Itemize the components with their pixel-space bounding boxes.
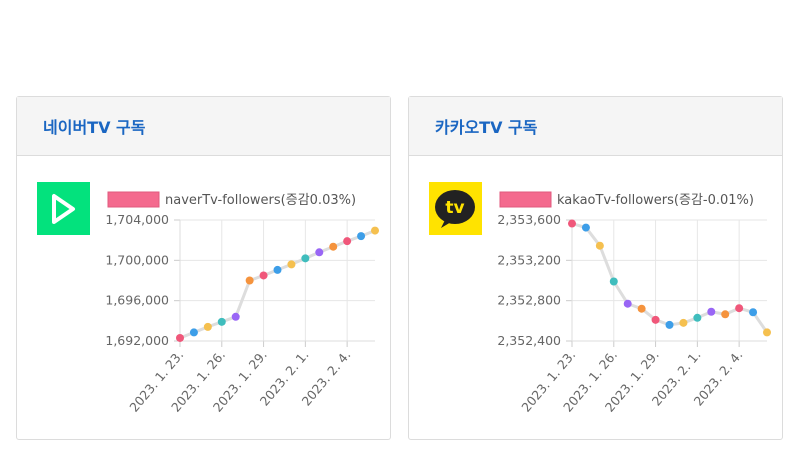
data-point bbox=[665, 320, 674, 329]
data-point bbox=[721, 310, 730, 319]
y-tick-label: 1,704,000 bbox=[105, 212, 169, 227]
data-point bbox=[329, 242, 338, 251]
card-header: 네이버TV 구독 bbox=[17, 97, 390, 156]
naver-tv-card: 네이버TV 구독 naverTv-followers(증감0.03%) 1,704… bbox=[16, 96, 391, 440]
naver-tv-play-icon bbox=[37, 182, 90, 235]
data-point bbox=[301, 254, 310, 263]
data-point bbox=[217, 317, 226, 326]
card-title: 네이버TV 구독 bbox=[43, 118, 146, 137]
data-point bbox=[343, 237, 352, 246]
data-point bbox=[371, 226, 379, 235]
legend-swatch bbox=[499, 191, 552, 208]
naver-followers-chart: naverTv-followers(증감0.03%) 1,704,000 1,700… bbox=[37, 182, 379, 415]
logo-background bbox=[37, 182, 90, 235]
data-point bbox=[609, 277, 618, 286]
data-point bbox=[623, 299, 632, 308]
speech-bubble-shape bbox=[435, 190, 475, 224]
data-point bbox=[357, 232, 366, 241]
data-point bbox=[203, 322, 212, 331]
data-point bbox=[637, 304, 646, 313]
data-point bbox=[315, 248, 324, 257]
data-point bbox=[245, 276, 254, 285]
data-point bbox=[189, 328, 198, 337]
data-point bbox=[581, 223, 590, 232]
kakao-followers-chart: tv kakaoTv-followers(증감-0.01%) 2,353,600 2,… bbox=[429, 182, 771, 415]
card-header: 카카오TV 구독 bbox=[409, 97, 782, 156]
bubble-tail-shape bbox=[441, 220, 451, 228]
data-point bbox=[176, 333, 184, 342]
data-point bbox=[568, 219, 576, 228]
y-tick-label: 2,353,200 bbox=[497, 252, 561, 267]
y-tick-label: 1,700,000 bbox=[105, 252, 169, 267]
legend-label: kakaoTv-followers(증감-0.01%) bbox=[557, 193, 754, 208]
data-point bbox=[679, 318, 688, 327]
data-point bbox=[651, 315, 660, 324]
legend-label: naverTv-followers(증감0.03%) bbox=[165, 193, 356, 208]
y-tick-label: 2,353,600 bbox=[497, 212, 561, 227]
data-point bbox=[735, 304, 744, 313]
play-shape bbox=[52, 194, 75, 224]
series-line bbox=[571, 222, 769, 334]
data-point bbox=[287, 260, 296, 269]
card-title: 카카오TV 구독 bbox=[435, 118, 538, 137]
data-point bbox=[763, 328, 771, 337]
y-tick-label: 2,352,800 bbox=[497, 293, 561, 308]
data-point bbox=[231, 312, 240, 321]
data-point bbox=[693, 313, 702, 322]
data-point bbox=[707, 307, 716, 316]
y-tick-label: 1,696,000 bbox=[105, 293, 169, 308]
data-point bbox=[749, 308, 758, 317]
logo-text: tv bbox=[445, 198, 464, 218]
y-tick-label: 2,352,400 bbox=[497, 333, 561, 348]
legend-swatch bbox=[107, 191, 160, 208]
data-point bbox=[273, 265, 282, 274]
data-point bbox=[595, 241, 604, 250]
data-point bbox=[259, 271, 268, 280]
y-tick-label: 1,692,000 bbox=[105, 333, 169, 348]
kakao-tv-card: 카카오TV 구독 tv kakaoTv-followers(증감-0.01%) 2,… bbox=[408, 96, 783, 440]
kakao-tv-logo-icon: tv bbox=[429, 182, 482, 235]
series-line bbox=[179, 229, 376, 340]
